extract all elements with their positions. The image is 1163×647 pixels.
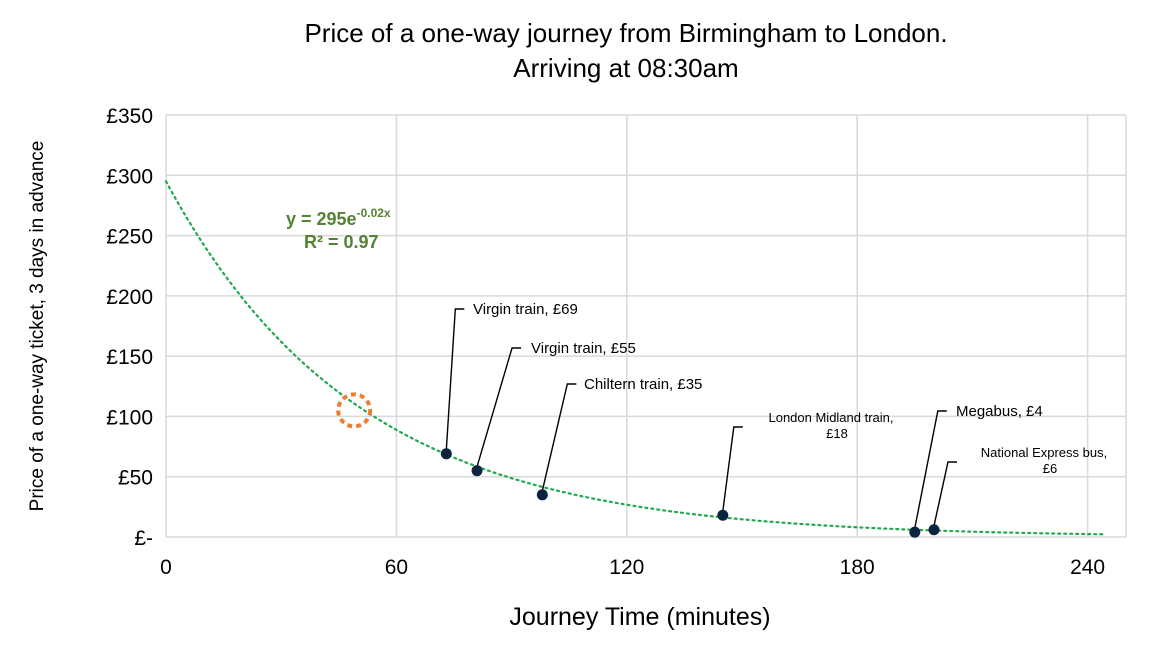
point-annotation: London Midland train, £18 [768, 410, 893, 441]
x-axis-title: Journey Time (minutes) [509, 603, 770, 631]
x-tick-label: 0 [160, 556, 172, 579]
y-tick-label: £300 [106, 165, 153, 188]
chart-title-line-1: Price of a one-way journey from Birmingh… [304, 18, 947, 48]
point-annotation: Virgin train, £55 [531, 340, 636, 357]
annotation-leader [541, 383, 577, 491]
y-tick-label: £150 [106, 346, 153, 369]
annotation-leader [933, 461, 957, 526]
annotation-leader [476, 347, 522, 467]
y-tick-labels: £- £50 £100 £150 £200 £250 £300 £350 [106, 105, 153, 550]
annotation-leaders [445, 308, 957, 529]
annotation-leader [445, 308, 465, 450]
trendline [164, 180, 1105, 536]
point-annotation-line: London Midland train, [768, 410, 893, 425]
y-tick-label: £- [134, 527, 153, 550]
x-tick-labels: 0 60 120 180 240 [160, 556, 1105, 579]
point-annotation: Virgin train, £69 [473, 301, 578, 318]
trend-equation: y = 295e-0.02x [286, 206, 391, 229]
point-annotation-line: £6 [1043, 461, 1057, 476]
data-point [471, 465, 483, 477]
annotation-leader [722, 426, 743, 512]
point-annotation-line: £18 [826, 426, 848, 441]
x-tick-label: 180 [840, 556, 875, 579]
trend-r-squared: R² = 0.97 [304, 232, 379, 252]
point-annotation-line: Virgin train, £69 [473, 301, 578, 318]
trend-equation-base: y = 295e [286, 209, 357, 229]
x-tick-label: 60 [385, 556, 408, 579]
chart-title-line-2: Arriving at 08:30am [513, 53, 738, 83]
y-tick-label: £100 [106, 406, 153, 429]
data-points [440, 448, 940, 538]
data-point [440, 448, 452, 460]
point-annotation-line: National Express bus, [981, 445, 1107, 460]
gridlines [165, 114, 1127, 538]
y-axis-title: Price of a one-way ticket, 3 days in adv… [27, 141, 48, 512]
x-tick-label: 240 [1070, 556, 1105, 579]
point-annotation: Chiltern train, £35 [584, 376, 702, 393]
y-tick-label: £250 [106, 226, 153, 249]
highlight-circle [336, 392, 373, 429]
annotation-leader [914, 410, 947, 529]
annotation-labels: Virgin train, £69 Virgin train, £55 Chilte… [473, 301, 1107, 476]
trend-equation-exponent: -0.02x [357, 206, 391, 220]
point-annotation: Megabus, £4 [956, 403, 1043, 420]
data-point [717, 509, 729, 521]
data-point [536, 489, 548, 501]
y-tick-label: £200 [106, 286, 153, 309]
point-annotation-line: Chiltern train, £35 [584, 376, 702, 393]
point-annotation-line: Virgin train, £55 [531, 340, 636, 357]
y-tick-label: £350 [106, 105, 153, 128]
y-tick-label: £50 [118, 467, 153, 490]
data-point [928, 524, 940, 536]
point-annotation: National Express bus, £6 [981, 445, 1107, 476]
point-annotation-line: Megabus, £4 [956, 403, 1043, 420]
data-point [909, 526, 921, 538]
x-tick-label: 120 [609, 556, 644, 579]
